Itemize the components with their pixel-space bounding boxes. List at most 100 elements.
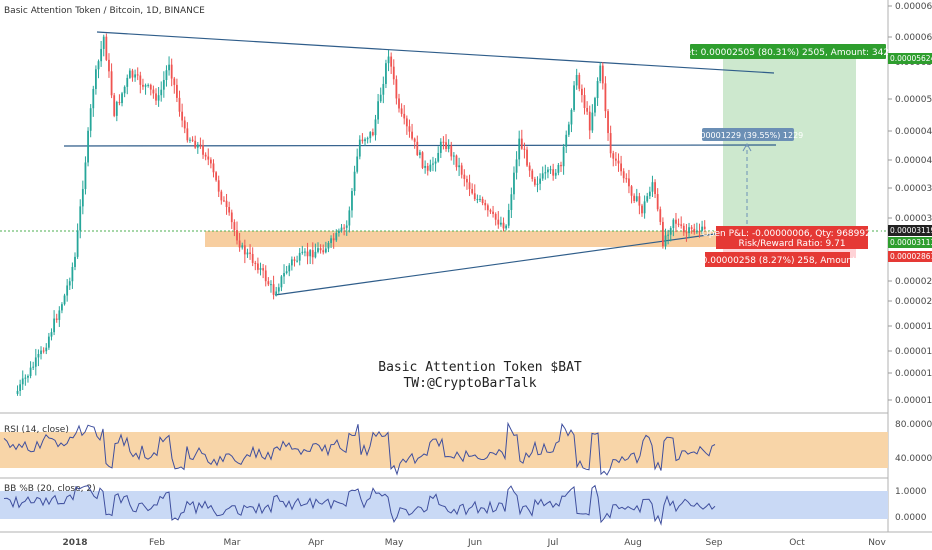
candle-body [298,252,301,261]
candle-body [664,235,667,247]
candle-body [71,266,74,282]
measure-label-bg [702,128,794,141]
current-price-tag-bg [888,237,932,248]
candle-body [685,232,688,234]
candle-body [533,178,536,185]
candle-body [607,111,609,134]
candle-body [335,233,338,241]
candle-body [398,98,400,109]
candle-body [695,231,698,233]
candle-body [575,74,578,86]
candle-body [217,180,220,192]
candle-body [400,108,403,114]
candle-body [155,93,157,101]
candle-body [209,159,212,164]
candle-body [100,48,103,62]
candle-body [601,65,604,84]
time-ticks: 2018 Feb Mar Apr May Jun Jul Aug Sep Oct Nov [62,538,886,548]
candle-body [228,207,231,213]
bb-label: BB %B (20, close, 2) [4,484,96,494]
candle-body [578,74,581,89]
target-label-bg [690,44,886,59]
candle-body [445,142,447,149]
candle-body [301,251,304,253]
price-tick-label: 0.00003300 [895,214,932,224]
candle-body [382,83,385,95]
chart-title: Basic Attention Token / Bitcoin, 1D, BIN… [4,6,205,16]
candle-body [424,165,427,168]
candle-body [147,84,150,86]
candle-body [92,88,95,109]
candle-body [573,85,575,110]
candle-body [614,158,617,161]
candle-body [233,222,236,231]
candle-body [332,238,335,241]
candle-body [204,154,207,157]
candle-body [196,144,199,148]
pnl-label: Open P&L: -0.00000006, Qty: 96899224 [702,229,883,239]
candle-body [178,97,181,112]
candle-body [81,189,84,207]
candle-body [215,172,217,181]
candle-body [108,59,110,72]
candle-body [371,132,374,136]
candle-body [272,284,275,295]
candle-body [486,205,489,211]
candle-body [19,384,22,391]
price-axis[interactable] [888,0,932,532]
candle-body [411,131,413,139]
upper-trendline[interactable] [96,31,775,74]
candle-body [259,268,262,270]
candle-body [599,65,602,82]
candle-body [432,163,434,165]
watermark-line-1: Basic Attention Token $BAT [378,360,582,375]
candle-body [413,138,416,142]
candle-body [460,165,463,175]
candle-body [562,146,565,167]
horizontal-resistance-line[interactable] [63,144,777,147]
oscillator-tick-label: 0.0000 [895,513,927,523]
candle-body [338,230,340,234]
candle-body [419,152,421,155]
candle-body [37,354,40,358]
candle-body [343,227,346,229]
candle-body [544,172,547,174]
candle-body [262,268,265,271]
candle-body [547,169,549,173]
candle-body [170,64,173,79]
candle-body [223,200,225,202]
candle-body [479,198,481,200]
candle-body [531,170,534,179]
price-tick-label: 0.00004100 [895,156,932,166]
candle-body [586,107,589,112]
candle-body [403,113,406,119]
candle-body [489,210,492,212]
candle-body [66,285,69,296]
candle-body [162,79,165,90]
candle-body [437,152,440,162]
time-tick-label: Oct [789,538,805,548]
candle-body [536,183,539,185]
candle-body [468,182,471,190]
candle-body [142,84,144,87]
candle-body [476,199,479,201]
candle-body [105,36,108,60]
candle-body [385,63,387,84]
candle-body [288,265,291,272]
candle-body [254,262,257,264]
candle-body [199,144,202,146]
lower-trendline[interactable] [274,232,723,296]
candle-body [641,205,643,214]
candle-body [84,162,87,190]
watermark-line-2: TW:@CryptoBarTalk [403,376,536,391]
candle-body [581,88,583,96]
oscillator-ticks: 80.0000 40.0000 1.0000 0.0000 [895,420,932,523]
candle-body [207,156,210,160]
candle-body [358,139,361,157]
candle-body [549,169,552,171]
candle-body [497,219,500,225]
price-tick-label: 0.00002200 [895,297,932,307]
candle-body [340,227,343,231]
time-tick-label: Nov [868,538,886,548]
